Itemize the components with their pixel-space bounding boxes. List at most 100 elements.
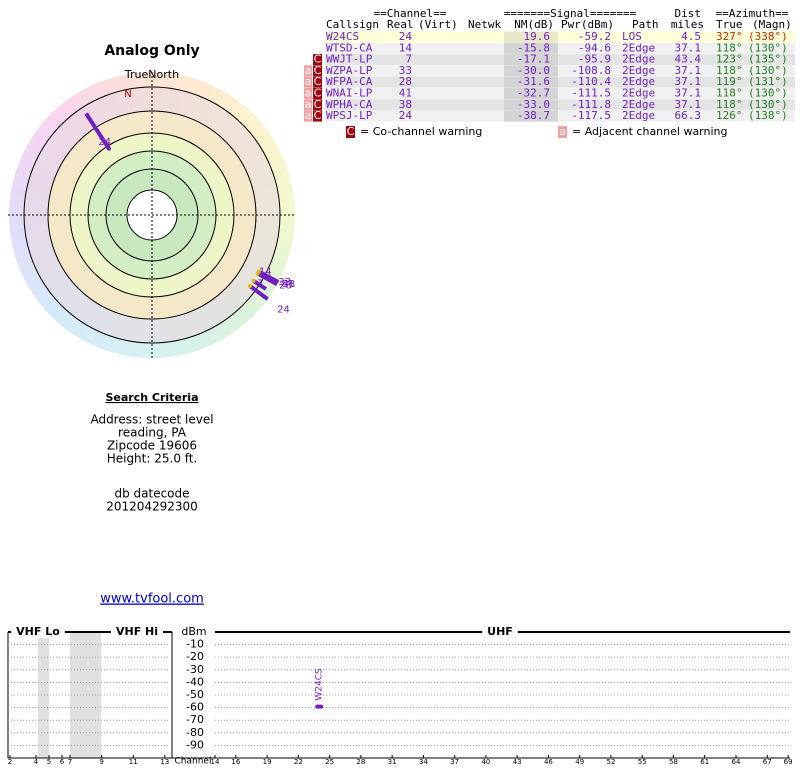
x-tick-label: 5	[47, 758, 51, 766]
adj-mark: a	[305, 75, 312, 88]
x-tick-label: 31	[388, 758, 397, 766]
row-bg	[325, 65, 795, 77]
search-line: Zipcode 19606	[107, 439, 197, 453]
nm: -33.0	[517, 98, 550, 111]
y-tick-label: -70	[186, 713, 204, 726]
signal-tip	[251, 278, 256, 283]
nm-bg	[504, 42, 558, 54]
column-header: Pwr(dBm)	[561, 18, 614, 31]
polar-rings	[8, 72, 296, 358]
signal-tip	[247, 284, 252, 289]
row-bg	[325, 99, 795, 111]
power: -108.8	[571, 64, 611, 77]
channel: 28	[399, 75, 412, 88]
nm: -31.6	[517, 75, 550, 88]
adj-icon	[304, 76, 312, 88]
azimuth-true: 123°	[716, 53, 743, 66]
polar-label: 24	[277, 304, 290, 315]
azimuth-magn: (135°)	[748, 53, 788, 66]
x-tick-label: 55	[638, 758, 647, 766]
row-bg	[325, 76, 795, 88]
polar-label: 7	[257, 278, 263, 289]
distance: 37.1	[675, 75, 702, 88]
column-header: miles	[671, 18, 704, 31]
channel: 24	[399, 109, 413, 122]
distance: 37.1	[675, 98, 702, 111]
channel: 33	[399, 64, 412, 77]
co-text: = Co-channel warning	[360, 125, 482, 138]
adj-mark: a	[305, 87, 312, 100]
polar-title: Analog Only	[104, 43, 199, 59]
x-tick-label: 67	[763, 758, 772, 766]
adj-mark: a	[305, 98, 312, 111]
adj-icon	[558, 126, 567, 138]
co-mark: C	[314, 87, 322, 100]
nm: -38.7	[517, 109, 550, 122]
path: 2Edge	[622, 75, 655, 88]
callsign: WZPA-LP	[326, 64, 373, 77]
channel: 24	[399, 30, 413, 43]
power: -111.5	[571, 87, 611, 100]
power: -110.4	[571, 75, 611, 88]
north-marker: N	[124, 89, 131, 100]
azimuth-true: 118°	[716, 87, 743, 100]
nm: -15.8	[517, 41, 550, 54]
signal-mark	[252, 279, 268, 291]
co-icon	[313, 99, 322, 111]
datecode-label: db datecode	[114, 487, 189, 501]
power: -59.2	[578, 30, 611, 43]
distance: 37.1	[675, 64, 702, 77]
nm-bg	[504, 65, 558, 77]
path: 2Edge	[622, 109, 655, 122]
channel: 7	[405, 53, 412, 66]
nm-bg	[504, 31, 558, 43]
x-tick-label: 37	[450, 758, 459, 766]
nm-bg	[504, 54, 558, 66]
x-tick-label: 16	[231, 758, 240, 766]
header-group: Dist	[675, 7, 702, 20]
azimuth-magn: (130°)	[748, 41, 788, 54]
signal-tip	[256, 269, 261, 274]
column-header: Netwk	[468, 18, 501, 31]
x-tick-label: 9	[99, 758, 103, 766]
azimuth-true: 118°	[716, 41, 743, 54]
row-bg	[325, 42, 795, 54]
column-header: Real	[387, 18, 414, 31]
x-axis-label: Channel	[175, 757, 212, 767]
x-tick-label: 49	[575, 758, 584, 766]
co-mark: C	[314, 109, 322, 122]
azimuth-magn: (130°)	[748, 87, 788, 100]
power: -94.6	[578, 41, 611, 54]
azimuth-true: 126°	[716, 109, 743, 122]
adj-mark: a	[305, 64, 312, 77]
path: 2Edge	[622, 53, 655, 66]
search-line: reading, PA	[118, 426, 187, 440]
azimuth-magn: (138°)	[748, 109, 788, 122]
site-link[interactable]: www.tvfool.com	[100, 592, 204, 607]
nm-bg	[504, 110, 558, 122]
co-icon	[313, 65, 322, 77]
adj-mark: a	[559, 125, 566, 138]
path: 2Edge	[622, 41, 655, 54]
path: 2Edge	[622, 64, 655, 77]
band-label-bg	[110, 626, 164, 638]
power: -95.9	[578, 53, 611, 66]
y-tick-label: -50	[186, 688, 204, 701]
callsign: WPSJ-LP	[326, 109, 373, 122]
row-bg	[325, 110, 795, 122]
nm-bg	[504, 88, 558, 99]
adj-icon	[304, 65, 312, 77]
row-bg	[325, 31, 795, 43]
x-tick-label: 69	[784, 758, 793, 766]
distance: 43.4	[675, 53, 702, 66]
column-header: Path	[632, 18, 659, 31]
path: 2Edge	[622, 87, 655, 100]
band-label: UHF	[487, 625, 513, 638]
header-group: ==Azimuth==	[716, 7, 789, 20]
x-tick-label: 28	[356, 758, 365, 766]
power: -117.5	[571, 109, 611, 122]
callsign: W24CS	[326, 30, 359, 43]
co-mark: C	[314, 64, 322, 77]
azimuth-true: 119°	[716, 75, 743, 88]
